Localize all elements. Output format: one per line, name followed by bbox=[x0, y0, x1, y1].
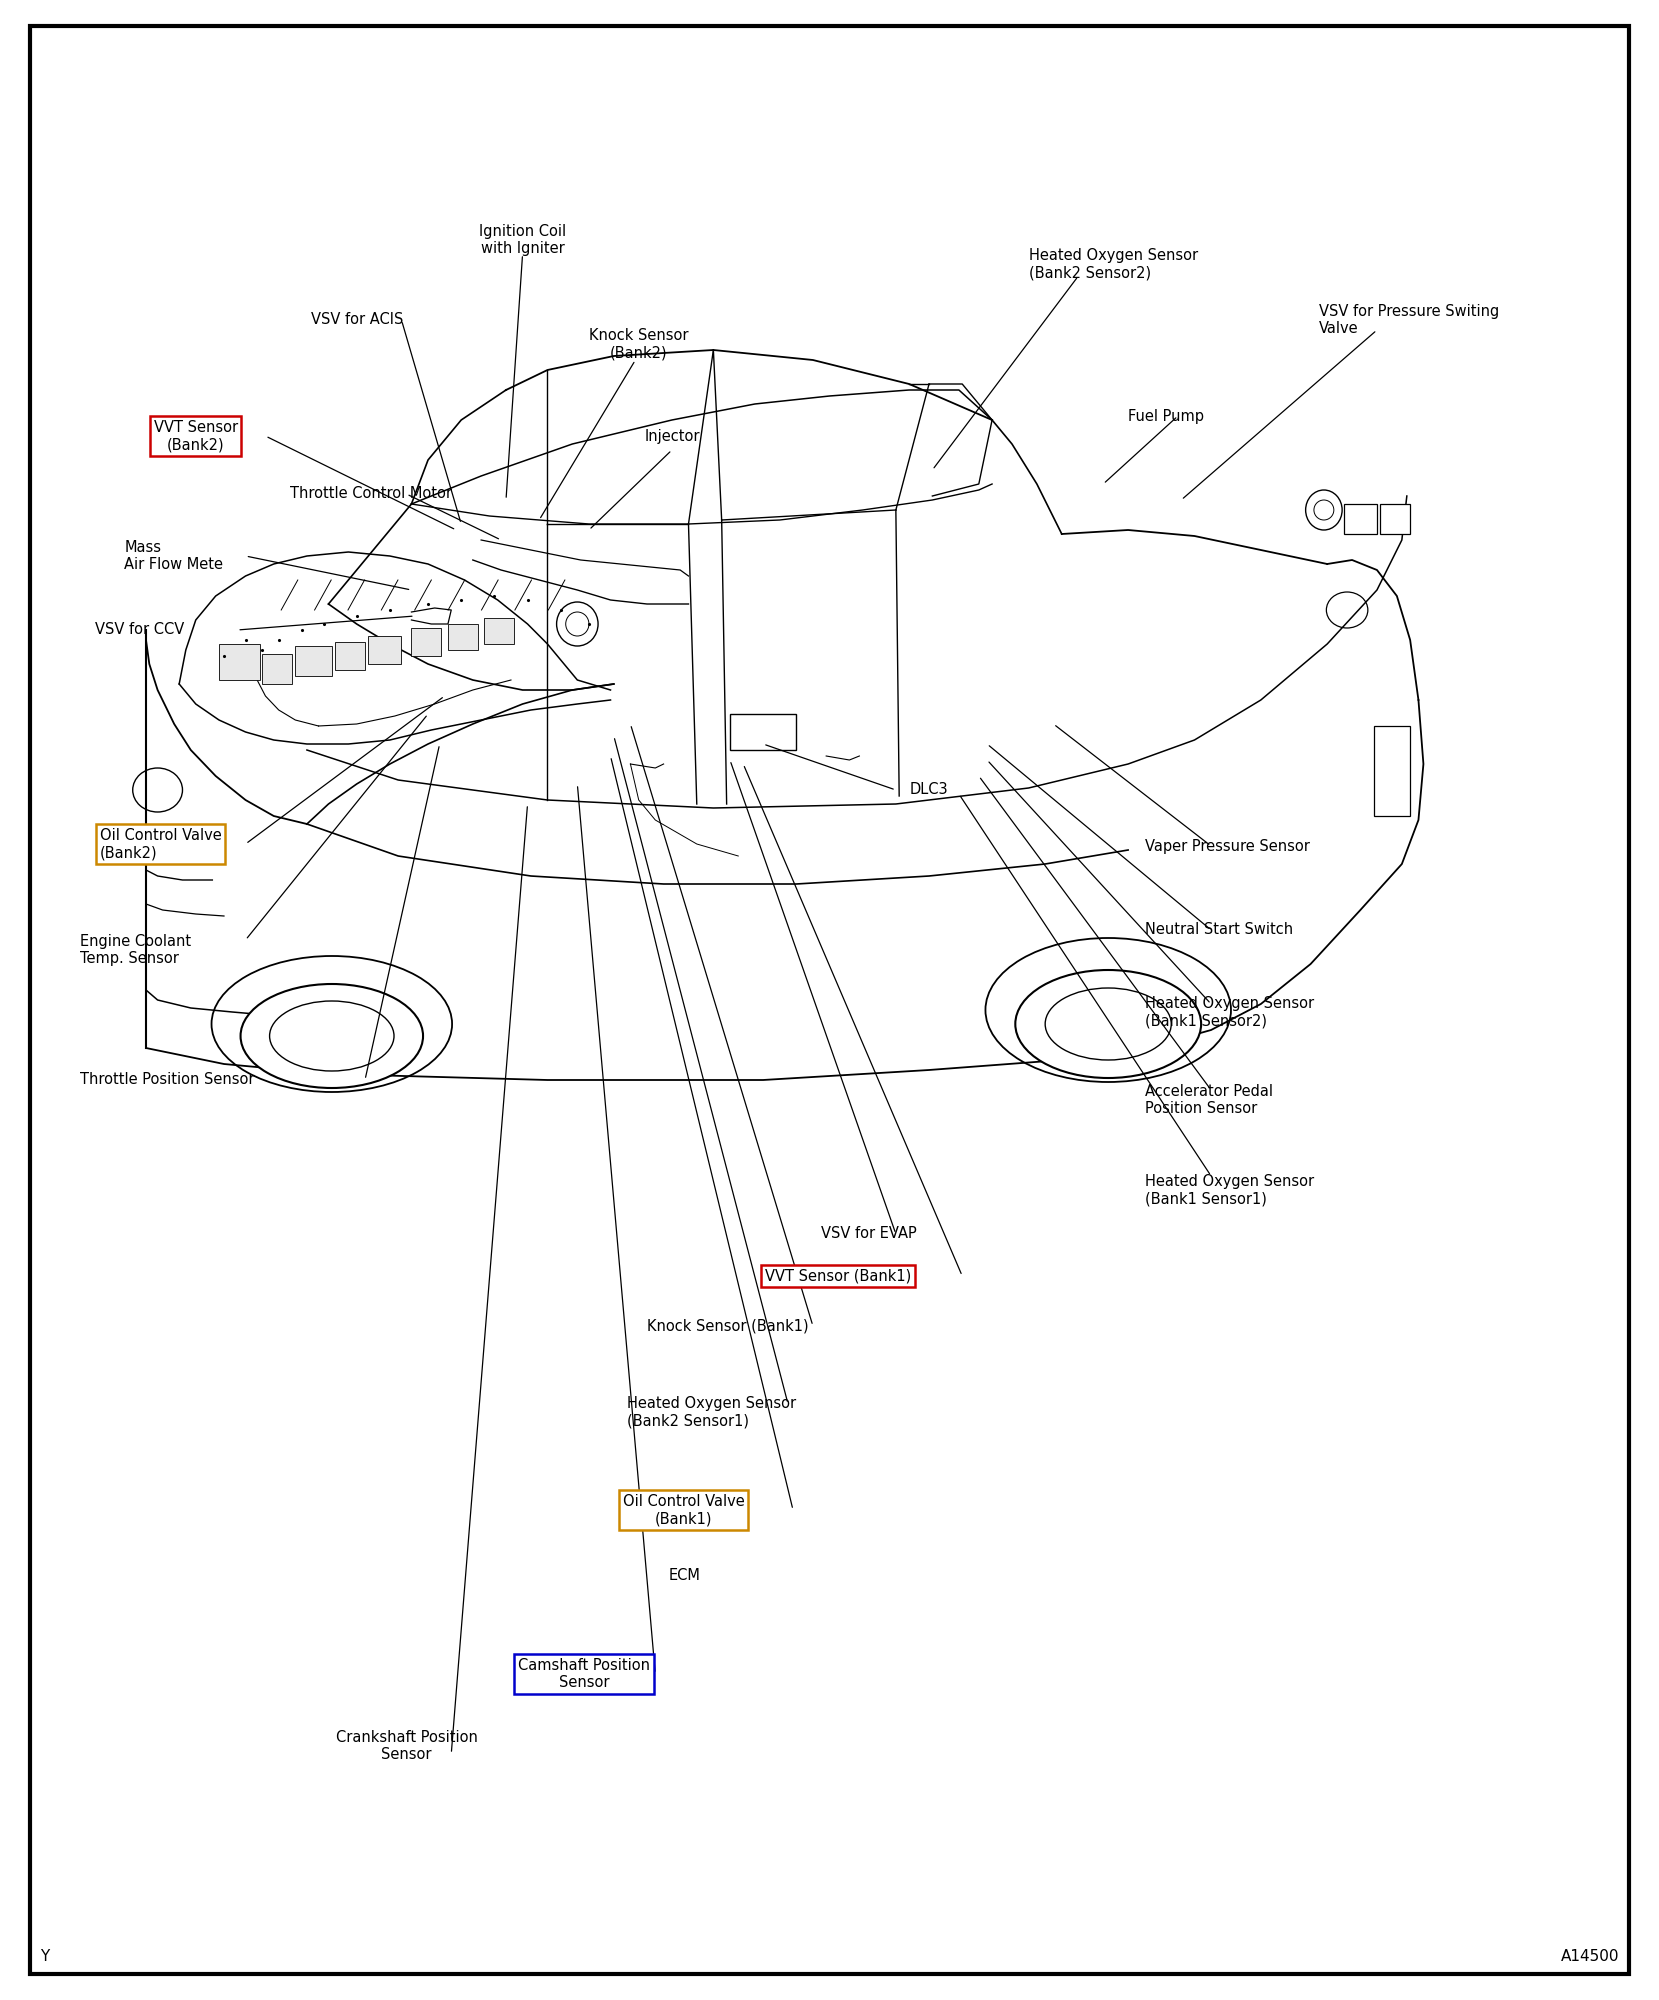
Bar bbox=[335, 642, 365, 670]
Text: Mass
Air Flow Mete: Mass Air Flow Mete bbox=[124, 540, 224, 572]
Text: Engine Coolant
Temp. Sensor: Engine Coolant Temp. Sensor bbox=[80, 934, 191, 966]
Text: Heated Oxygen Sensor
(Bank2 Sensor2): Heated Oxygen Sensor (Bank2 Sensor2) bbox=[1029, 248, 1198, 280]
Text: Oil Control Valve
(Bank2): Oil Control Valve (Bank2) bbox=[100, 828, 221, 860]
Text: Camshaft Position
Sensor: Camshaft Position Sensor bbox=[518, 1658, 650, 1690]
Ellipse shape bbox=[1314, 500, 1334, 520]
Text: Y: Y bbox=[40, 1948, 50, 1964]
Text: VVT Sensor (Bank1): VVT Sensor (Bank1) bbox=[765, 1268, 911, 1284]
Text: Accelerator Pedal
Position Sensor: Accelerator Pedal Position Sensor bbox=[1145, 1084, 1272, 1116]
Text: DLC3: DLC3 bbox=[909, 782, 947, 798]
Text: Heated Oxygen Sensor
(Bank1 Sensor2): Heated Oxygen Sensor (Bank1 Sensor2) bbox=[1145, 996, 1314, 1028]
Ellipse shape bbox=[1306, 490, 1342, 530]
Bar bbox=[1380, 504, 1410, 534]
Bar bbox=[368, 636, 401, 664]
Text: Oil Control Valve
(Bank1): Oil Control Valve (Bank1) bbox=[622, 1494, 745, 1526]
Text: VSV for EVAP: VSV for EVAP bbox=[821, 1226, 917, 1242]
Ellipse shape bbox=[241, 984, 423, 1088]
Ellipse shape bbox=[269, 1000, 395, 1072]
Bar bbox=[411, 628, 441, 656]
Text: Ignition Coil
with Igniter: Ignition Coil with Igniter bbox=[479, 224, 566, 256]
Text: Heated Oxygen Sensor
(Bank1 Sensor1): Heated Oxygen Sensor (Bank1 Sensor1) bbox=[1145, 1174, 1314, 1206]
Text: Fuel Pump: Fuel Pump bbox=[1128, 408, 1204, 424]
Bar bbox=[295, 646, 332, 676]
Text: Heated Oxygen Sensor
(Bank2 Sensor1): Heated Oxygen Sensor (Bank2 Sensor1) bbox=[627, 1396, 796, 1428]
Ellipse shape bbox=[557, 602, 597, 646]
Text: A14500: A14500 bbox=[1561, 1948, 1619, 1964]
Bar bbox=[730, 714, 796, 750]
Text: ECM: ECM bbox=[669, 1568, 700, 1584]
Bar bbox=[1374, 726, 1410, 816]
Text: Knock Sensor
(Bank2): Knock Sensor (Bank2) bbox=[589, 328, 688, 360]
Text: Injector: Injector bbox=[644, 428, 700, 444]
Bar bbox=[262, 654, 292, 684]
Text: Crankshaft Position
Sensor: Crankshaft Position Sensor bbox=[335, 1730, 478, 1762]
Text: VSV for Pressure Switing
Valve: VSV for Pressure Switing Valve bbox=[1319, 304, 1500, 336]
Bar bbox=[219, 644, 260, 680]
Text: VSV for ACIS: VSV for ACIS bbox=[310, 312, 403, 328]
Text: Vaper Pressure Sensor: Vaper Pressure Sensor bbox=[1145, 838, 1309, 854]
Text: Throttle Position Sensor: Throttle Position Sensor bbox=[80, 1072, 254, 1088]
Text: Knock Sensor (Bank1): Knock Sensor (Bank1) bbox=[647, 1318, 808, 1334]
Bar bbox=[1344, 504, 1377, 534]
Text: VSV for CCV: VSV for CCV bbox=[95, 622, 184, 638]
Ellipse shape bbox=[566, 612, 589, 636]
Ellipse shape bbox=[1045, 988, 1171, 1060]
Bar bbox=[448, 624, 478, 650]
Text: Throttle Control Motor: Throttle Control Motor bbox=[290, 486, 453, 502]
Ellipse shape bbox=[1015, 970, 1201, 1078]
Text: Neutral Start Switch: Neutral Start Switch bbox=[1145, 922, 1292, 938]
Text: VVT Sensor
(Bank2): VVT Sensor (Bank2) bbox=[154, 420, 237, 452]
Bar bbox=[484, 618, 514, 644]
